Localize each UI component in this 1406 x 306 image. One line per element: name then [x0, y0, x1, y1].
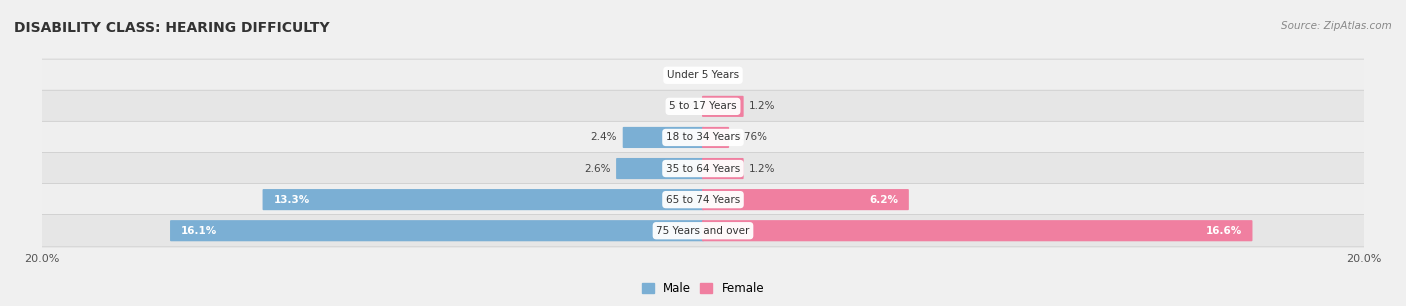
Text: 35 to 64 Years: 35 to 64 Years [666, 163, 740, 174]
Text: 18 to 34 Years: 18 to 34 Years [666, 132, 740, 143]
Text: 75 Years and over: 75 Years and over [657, 226, 749, 236]
Text: 2.6%: 2.6% [583, 163, 610, 174]
Text: 1.2%: 1.2% [749, 163, 776, 174]
FancyBboxPatch shape [702, 158, 744, 179]
Text: 16.6%: 16.6% [1205, 226, 1241, 236]
Text: 1.2%: 1.2% [749, 101, 776, 111]
FancyBboxPatch shape [702, 127, 730, 148]
FancyBboxPatch shape [616, 158, 704, 179]
Text: 5 to 17 Years: 5 to 17 Years [669, 101, 737, 111]
Text: 65 to 74 Years: 65 to 74 Years [666, 195, 740, 205]
Text: DISABILITY CLASS: HEARING DIFFICULTY: DISABILITY CLASS: HEARING DIFFICULTY [14, 21, 329, 35]
Text: 2.4%: 2.4% [591, 132, 617, 143]
Text: 0.0%: 0.0% [671, 101, 696, 111]
FancyBboxPatch shape [702, 96, 744, 117]
Text: 6.2%: 6.2% [869, 195, 898, 205]
FancyBboxPatch shape [623, 127, 704, 148]
Text: 0.0%: 0.0% [710, 70, 735, 80]
Text: Source: ZipAtlas.com: Source: ZipAtlas.com [1281, 21, 1392, 32]
FancyBboxPatch shape [41, 152, 1365, 185]
FancyBboxPatch shape [263, 189, 704, 210]
FancyBboxPatch shape [702, 189, 908, 210]
FancyBboxPatch shape [170, 220, 704, 241]
FancyBboxPatch shape [41, 59, 1365, 91]
Text: Under 5 Years: Under 5 Years [666, 70, 740, 80]
FancyBboxPatch shape [41, 184, 1365, 216]
FancyBboxPatch shape [41, 90, 1365, 122]
Text: 0.76%: 0.76% [735, 132, 768, 143]
FancyBboxPatch shape [41, 121, 1365, 154]
Legend: Male, Female: Male, Female [637, 278, 769, 300]
FancyBboxPatch shape [41, 215, 1365, 247]
Text: 0.0%: 0.0% [671, 70, 696, 80]
Text: 13.3%: 13.3% [273, 195, 309, 205]
FancyBboxPatch shape [702, 220, 1253, 241]
Text: 16.1%: 16.1% [181, 226, 217, 236]
